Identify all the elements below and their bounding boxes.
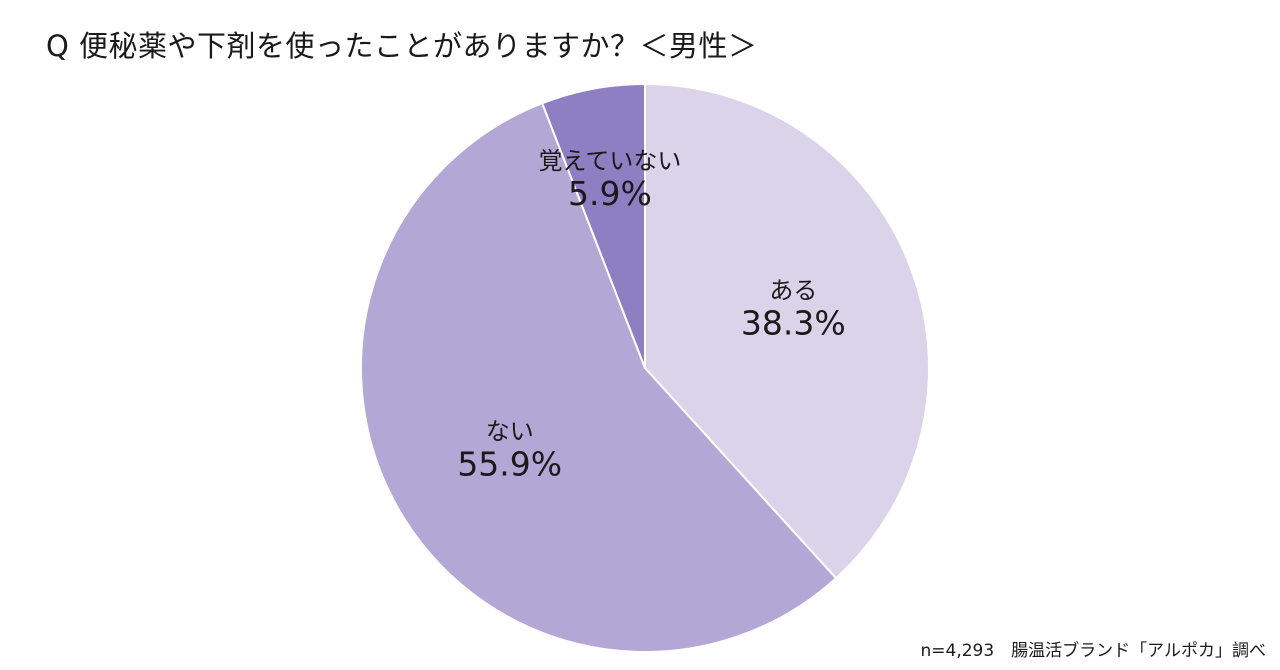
- slice-category-label: ある: [769, 277, 817, 305]
- slice-category-label: 覚えていない: [539, 147, 682, 175]
- slice-value-label: 55.9%: [457, 445, 562, 484]
- pie-slice-1: [644, 82, 930, 580]
- slice-category-label: ない: [486, 418, 534, 446]
- slice-value-label: 38.3%: [741, 304, 846, 343]
- source-note: n=4,293 腸温活ブランド「アルポカ」調べ: [920, 641, 1266, 661]
- pie-slices: [360, 82, 930, 653]
- pie-slice-3: [540, 82, 646, 369]
- slice-value-label: 5.9%: [568, 174, 652, 213]
- chart-title: Q 便秘薬や下剤を使ったことがありますか？＜男性＞: [46, 29, 758, 63]
- pie-slice-2: [360, 101, 838, 653]
